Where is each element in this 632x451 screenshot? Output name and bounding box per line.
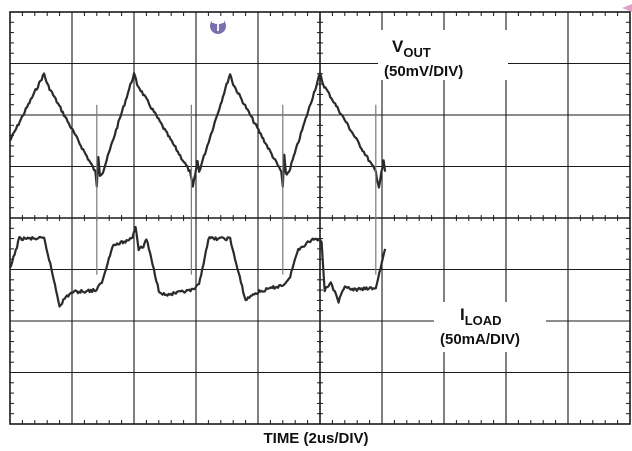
vout-label-main: V bbox=[392, 37, 404, 56]
iload-label-bg bbox=[434, 302, 546, 352]
vout-label-sub: OUT bbox=[403, 45, 431, 60]
series-line-vout bbox=[9, 71, 387, 189]
trigger-marker: T bbox=[210, 18, 226, 34]
iload-label-main: I bbox=[460, 305, 465, 324]
trigger-T-icon: T bbox=[214, 20, 222, 34]
x-axis-label: TIME (2us/DIV) bbox=[263, 430, 368, 447]
vout-scale-label: (50mV/DIV) bbox=[384, 63, 463, 80]
vout-label: VOUT bbox=[392, 37, 431, 60]
vout-label-bg bbox=[378, 30, 508, 80]
iload-label: ILOAD bbox=[460, 305, 502, 328]
series-line-iload bbox=[9, 225, 387, 308]
trigger-marker-notch bbox=[212, 18, 224, 23]
iload-scale-label: (50mA/DIV) bbox=[440, 331, 520, 348]
trigger-level-arrow-icon bbox=[622, 4, 632, 12]
graticule bbox=[9, 11, 631, 425]
iload-label-sub: LOAD bbox=[465, 313, 502, 328]
waveform-traces bbox=[9, 71, 387, 308]
